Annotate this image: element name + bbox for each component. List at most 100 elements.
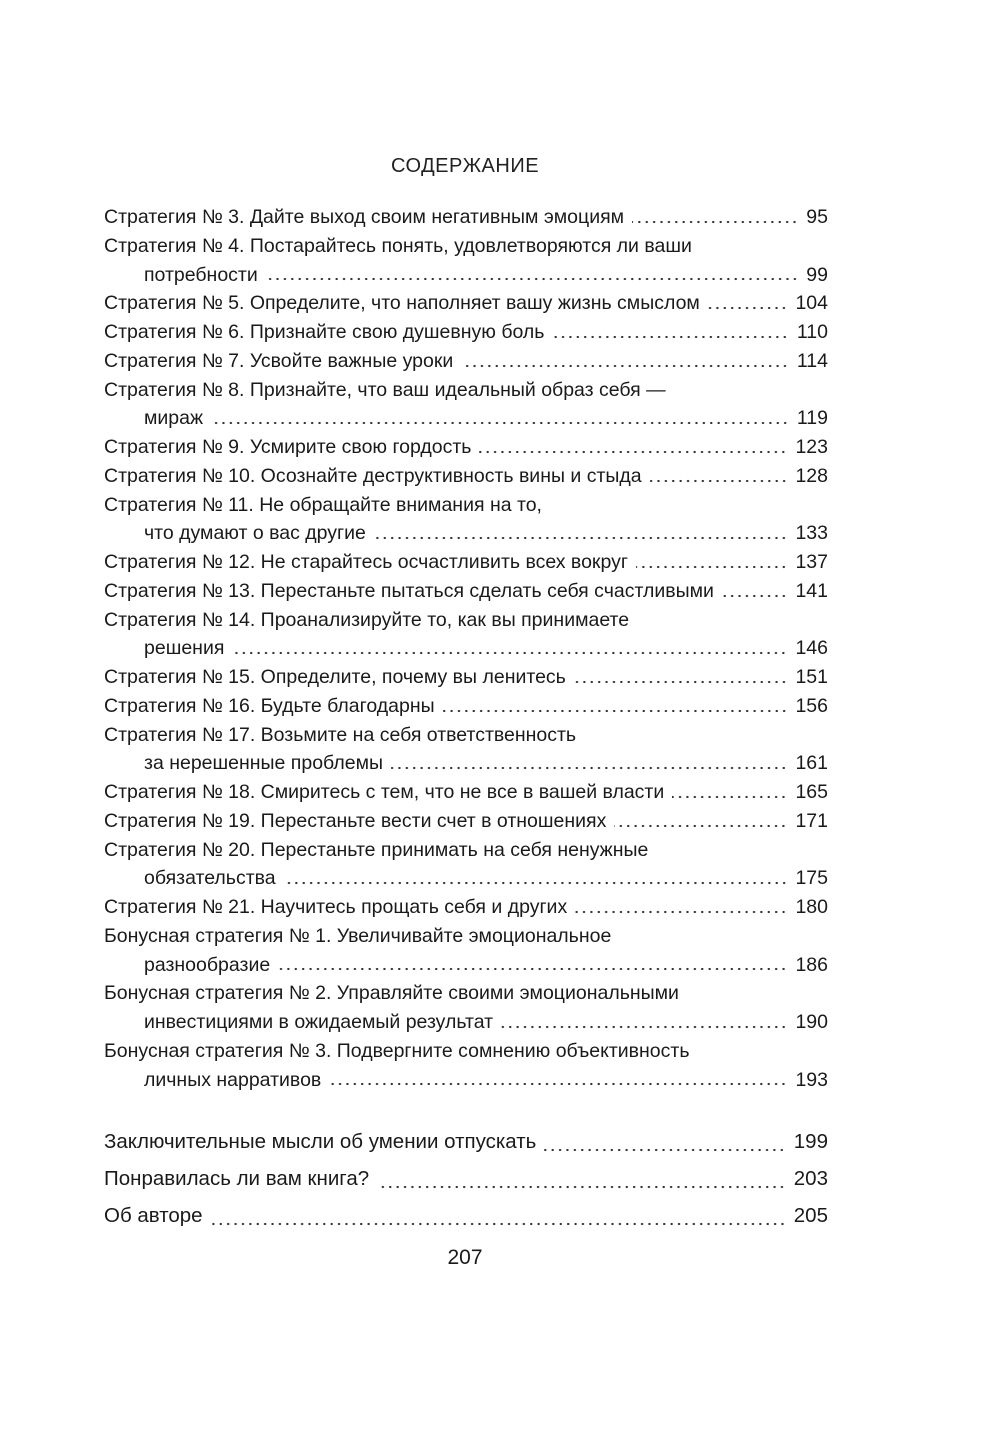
toc-page-number: 203 xyxy=(793,1167,828,1190)
toc-entry-title: разнообразие xyxy=(144,953,271,976)
dot-leader xyxy=(461,363,789,368)
toc-entry[interactable]: Об авторе 205 xyxy=(104,1197,828,1234)
toc-entry[interactable]: Стратегия № 4. Постарайтесь понять, удов… xyxy=(104,232,828,290)
toc-entry-title: за нерешенные проблемы xyxy=(144,752,383,775)
toc-entry[interactable]: Стратегия № 11. Не обращайте внимания на… xyxy=(104,491,828,549)
toc-line: Бонусная стратегия № 3. Подвергните сомн… xyxy=(104,1037,828,1066)
toc-page-number: 123 xyxy=(795,436,828,458)
toc-line: Стратегия № 6. Признайте свою душевную б… xyxy=(104,318,828,347)
toc-line: Стратегия № 13. Перестаньте пытаться сде… xyxy=(104,577,828,606)
toc-line: потребности 99 xyxy=(104,261,828,290)
toc-line: мираж 119 xyxy=(104,404,828,433)
toc-entry[interactable]: Стратегия № 12. Не старайтесь осчастливи… xyxy=(104,548,828,577)
toc-entry-title: Стратегия № 6. Признайте свою душевную б… xyxy=(104,321,545,343)
toc-line: Понравилась ли вам книга? 203 xyxy=(104,1160,828,1197)
toc-entry[interactable]: Бонусная стратегия № 3. Подвергните сомн… xyxy=(104,1037,828,1095)
toc-entry[interactable]: Стратегия № 13. Перестаньте пытаться сде… xyxy=(104,577,828,606)
dot-leader xyxy=(649,478,788,483)
toc-line: обязательства 175 xyxy=(104,864,828,893)
toc-entry-title: Стратегия № 9. Усмирите свою гордость xyxy=(104,436,472,458)
toc-entry[interactable]: Понравилась ли вам книга? 203 xyxy=(104,1160,828,1197)
toc-entry-title: Стратегия № 15. Определите, почему вы ле… xyxy=(104,666,566,688)
toc-page-number: 186 xyxy=(795,953,828,976)
dot-leader xyxy=(329,1082,788,1087)
toc-entry-title: Об авторе xyxy=(104,1204,203,1227)
page-title: СОДЕРЖАНИЕ xyxy=(390,155,540,177)
toc-entry[interactable]: Стратегия № 21. Научитесь прощать себя и… xyxy=(104,893,828,922)
toc-page-number: 175 xyxy=(795,867,828,890)
toc-entry-title: обязательства xyxy=(144,867,276,890)
toc-line: за нерешенные проблемы 161 xyxy=(104,749,828,778)
toc-entry-title: Бонусная стратегия № 1. Увеличивайте эмо… xyxy=(104,924,612,947)
dot-leader xyxy=(635,564,788,569)
dot-leader xyxy=(544,1148,786,1152)
toc-entry[interactable]: Стратегия № 7. Усвойте важные уроки 114 xyxy=(104,347,828,376)
toc-entry[interactable]: Бонусная стратегия № 1. Увеличивайте эмо… xyxy=(104,922,828,980)
toc-page-number: 165 xyxy=(795,781,828,803)
toc-line: Стратегия № 5. Определите, что наполняет… xyxy=(104,289,828,318)
toc-list: Стратегия № 3. Дайте выход своим негатив… xyxy=(104,203,828,1094)
toc-page-number: 119 xyxy=(796,407,828,430)
toc-entry[interactable]: Стратегия № 15. Определите, почему вы ле… xyxy=(104,663,828,692)
toc-line: Бонусная стратегия № 2. Управляйте своим… xyxy=(104,979,828,1008)
toc-entry[interactable]: Бонусная стратегия № 2. Управляйте своим… xyxy=(104,979,828,1037)
toc-entry[interactable]: Стратегия № 5. Определите, что наполняет… xyxy=(104,289,828,318)
toc-entry[interactable]: Заключительные мысли об умении отпускать… xyxy=(104,1123,828,1160)
toc-line: Стратегия № 10. Осознайте деструктивност… xyxy=(104,462,828,491)
toc-entry-title: Стратегия № 13. Перестаньте пытаться сде… xyxy=(104,579,714,602)
toc-line: Стратегия № 21. Научитесь прощать себя и… xyxy=(104,893,828,922)
toc-line: решения 146 xyxy=(104,634,828,663)
dot-leader xyxy=(672,794,788,799)
toc-entry[interactable]: Стратегия № 20. Перестаньте принимать на… xyxy=(104,836,828,894)
toc-entry-title: Стратегия № 5. Определите, что наполняет… xyxy=(104,292,700,315)
toc-line: Бонусная стратегия № 1. Увеличивайте эмо… xyxy=(104,922,828,951)
toc-line: Стратегия № 3. Дайте выход своим негатив… xyxy=(104,203,828,232)
dot-leader xyxy=(278,967,788,972)
toc-entry-title: Бонусная стратегия № 3. Подвергните сомн… xyxy=(104,1039,690,1062)
toc-page-number: 133 xyxy=(795,522,828,545)
dot-leader xyxy=(442,708,788,713)
toc-entry-title: Стратегия № 8. Признайте, что ваш идеаль… xyxy=(104,378,666,401)
toc-page-number: 193 xyxy=(795,1068,828,1091)
dot-leader xyxy=(501,1024,788,1029)
toc-entry-title: Стратегия № 16. Будьте благодарны xyxy=(104,694,435,717)
toc-page-number: 99 xyxy=(806,263,828,286)
toc-page-number: 180 xyxy=(795,896,828,918)
toc-entry-title: Стратегия № 3. Дайте выход своим негатив… xyxy=(104,206,625,228)
toc-entry[interactable]: Стратегия № 16. Будьте благодарны 156 xyxy=(104,692,828,721)
toc-entry-title: Стратегия № 4. Постарайтесь понять, удов… xyxy=(104,234,692,257)
dot-leader xyxy=(283,881,788,885)
toc-entry-title: личных нарративов xyxy=(144,1068,322,1091)
toc-page-number: 161 xyxy=(795,752,828,775)
toc-entry-title: Понравилась ли вам книга? xyxy=(104,1167,370,1190)
dot-leader xyxy=(573,679,788,684)
toc-page-number: 171 xyxy=(795,809,828,832)
dot-leader xyxy=(721,593,788,598)
toc-entry-title: Заключительные мысли об умении отпускать xyxy=(104,1130,537,1153)
toc-entry[interactable]: Стратегия № 3. Дайте выход своим негатив… xyxy=(104,203,828,232)
toc-line: личных нарративов 193 xyxy=(104,1066,828,1095)
toc-entry[interactable]: Стратегия № 19. Перестаньте вести счет в… xyxy=(104,807,828,836)
toc-page-number: 146 xyxy=(795,637,828,660)
toc-entry[interactable]: Стратегия № 10. Осознайте деструктивност… xyxy=(104,462,828,491)
toc-entry-title: Стратегия № 11. Не обращайте внимания на… xyxy=(104,493,542,516)
toc-line: Стратегия № 19. Перестаньте вести счет в… xyxy=(104,807,828,836)
dot-leader xyxy=(391,766,788,770)
toc-line: разнообразие 186 xyxy=(104,951,828,980)
toc-line: Стратегия № 7. Усвойте важные уроки 114 xyxy=(104,347,828,376)
dot-leader xyxy=(614,823,788,828)
dot-leader xyxy=(210,1222,786,1226)
toc-entry[interactable]: Стратегия № 9. Усмирите свою гордость 123 xyxy=(104,433,828,462)
toc-entry[interactable]: Стратегия № 18. Смиритесь с тем, что не … xyxy=(104,778,828,807)
toc-entry-title: Стратегия № 18. Смиритесь с тем, что не … xyxy=(104,781,665,803)
toc-entry[interactable]: Стратегия № 17. Возьмите на себя ответст… xyxy=(104,721,828,779)
toc-page-number: 137 xyxy=(795,551,828,573)
toc-entry[interactable]: Стратегия № 8. Признайте, что ваш идеаль… xyxy=(104,376,828,434)
toc-line: Стратегия № 14. Проанализируйте то, как … xyxy=(104,606,828,635)
toc-line: Стратегия № 20. Перестаньте принимать на… xyxy=(104,836,828,865)
toc-entry[interactable]: Стратегия № 14. Проанализируйте то, как … xyxy=(104,606,828,664)
toc-line: Об авторе 205 xyxy=(104,1197,828,1234)
toc-entry[interactable]: Стратегия № 6. Признайте свою душевную б… xyxy=(104,318,828,347)
toc-page-number: 114 xyxy=(796,349,828,372)
toc-line: Стратегия № 18. Смиритесь с тем, что не … xyxy=(104,778,828,807)
